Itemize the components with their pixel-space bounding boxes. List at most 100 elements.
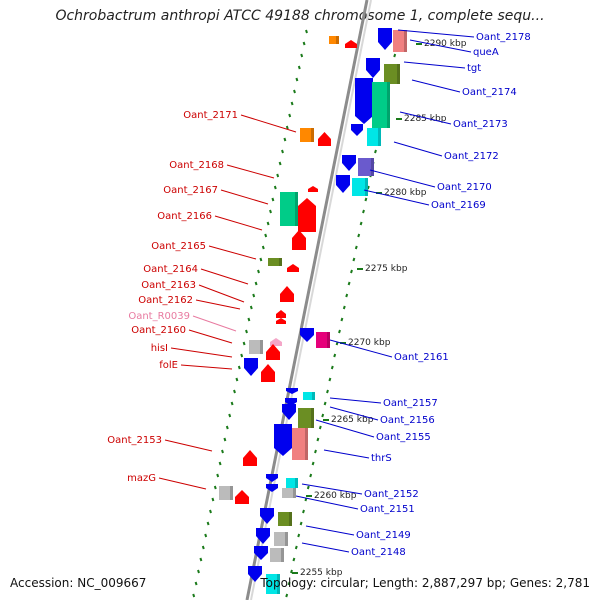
tick-mark bbox=[266, 221, 270, 226]
tick-mark bbox=[362, 209, 365, 214]
leader-line bbox=[188, 329, 233, 344]
tick-mark bbox=[201, 545, 205, 550]
gene-body bbox=[366, 58, 380, 78]
leader-line bbox=[315, 419, 375, 438]
gene-body bbox=[276, 318, 286, 324]
tick-mark bbox=[211, 497, 215, 502]
gene-body bbox=[276, 310, 286, 318]
gene-feature bbox=[280, 192, 298, 226]
gene-feature bbox=[336, 175, 350, 193]
gene-shade bbox=[295, 478, 298, 488]
gene-feature bbox=[249, 340, 263, 354]
gene-label-left: Oant_2162 bbox=[138, 295, 193, 306]
tick-mark bbox=[240, 353, 244, 358]
tick-mark bbox=[257, 269, 260, 274]
tick-mark bbox=[297, 533, 301, 538]
kbp-marker-label: 2265 kbp bbox=[331, 415, 374, 425]
left-label-group: Oant_2171 Oant_2168 Oant_2167 Oant_2166 Oant… bbox=[107, 110, 297, 490]
tick-mark bbox=[252, 293, 256, 298]
gene-body bbox=[266, 344, 280, 360]
gene-body bbox=[282, 404, 296, 420]
kbp-marker-label: 2270 kbp bbox=[348, 338, 391, 348]
tick-mark bbox=[206, 521, 210, 526]
leader-line bbox=[226, 164, 275, 179]
gene-body bbox=[266, 484, 278, 492]
gene-body bbox=[280, 286, 294, 302]
gene-feature bbox=[316, 332, 330, 348]
gene-feature bbox=[219, 486, 233, 500]
gene-feature bbox=[355, 78, 373, 124]
gene-shade bbox=[312, 392, 315, 400]
gene-feature bbox=[292, 428, 308, 460]
gene-label-right: Oant_2161 bbox=[394, 352, 449, 363]
tick-mark bbox=[225, 425, 229, 430]
gene-body bbox=[249, 340, 263, 354]
gene-feature bbox=[286, 478, 298, 488]
leader-line bbox=[369, 169, 436, 188]
tick-mark bbox=[204, 533, 208, 538]
gene-label-right: Oant_2178 bbox=[476, 32, 531, 43]
gene-body bbox=[316, 332, 330, 348]
tick-mark bbox=[209, 509, 212, 514]
gene-label-left: Oant_2163 bbox=[141, 280, 196, 291]
gene-body bbox=[261, 364, 275, 382]
gene-body bbox=[274, 424, 292, 456]
leader-line bbox=[192, 315, 237, 332]
gene-body bbox=[318, 132, 331, 146]
gene-body bbox=[243, 450, 257, 466]
gene-label-left: Oant_2167 bbox=[163, 185, 218, 196]
tick-mark bbox=[273, 185, 277, 190]
gene-feature bbox=[298, 198, 316, 232]
tick-mark bbox=[342, 305, 346, 310]
kbp-marker-group: 2290 kbp 2285 kbp 2280 kbp 2275 kbp 2270 kbp… bbox=[292, 39, 467, 578]
gene-body bbox=[342, 155, 356, 171]
gene-body bbox=[393, 30, 407, 52]
tick-mark bbox=[271, 197, 275, 202]
leader-line bbox=[214, 215, 263, 231]
tick-mark bbox=[228, 413, 232, 418]
gene-feature bbox=[266, 484, 278, 492]
gene-label-left: Oant_2171 bbox=[183, 110, 238, 121]
tick-mark bbox=[295, 77, 299, 82]
gene-label-left: Oant_2160 bbox=[131, 325, 186, 336]
gene-shade bbox=[371, 158, 374, 176]
tick-mark bbox=[221, 449, 224, 454]
tick-mark bbox=[264, 233, 268, 238]
gene-feature bbox=[384, 64, 400, 84]
gene-feature bbox=[260, 508, 274, 524]
gene-feature bbox=[345, 40, 357, 48]
tick-mark bbox=[314, 449, 317, 454]
gene-label-right: Oant_2169 bbox=[431, 200, 486, 211]
gene-body bbox=[219, 486, 233, 500]
tick-mark bbox=[223, 437, 227, 442]
gene-shade bbox=[289, 512, 292, 526]
leader-line bbox=[295, 495, 359, 510]
gene-body bbox=[274, 532, 288, 546]
gene-group bbox=[219, 28, 407, 594]
gene-label-right: Oant_2155 bbox=[376, 432, 431, 443]
gene-feature bbox=[351, 124, 363, 136]
leader-line bbox=[220, 189, 269, 205]
leader-line bbox=[200, 268, 249, 285]
backbone-highlight bbox=[250, 0, 372, 600]
backbone-group bbox=[245, 0, 372, 600]
gene-feature bbox=[266, 474, 278, 482]
kbp-marker-label: 2290 kbp bbox=[424, 39, 467, 49]
tick-mark bbox=[305, 29, 308, 34]
tick-mark bbox=[347, 281, 351, 286]
gene-body bbox=[358, 158, 374, 176]
gene-body bbox=[266, 574, 280, 594]
leader-line bbox=[301, 542, 350, 553]
gene-label-right: Oant_2172 bbox=[444, 151, 499, 162]
tick-mark bbox=[281, 149, 284, 154]
tick-mark bbox=[230, 401, 234, 406]
gene-shade bbox=[305, 428, 308, 460]
leader-line bbox=[411, 79, 461, 93]
gene-label-right: Oant_2152 bbox=[364, 489, 419, 500]
gene-label-right: thrS bbox=[371, 453, 392, 464]
leader-line bbox=[323, 449, 370, 459]
gene-feature bbox=[298, 408, 314, 428]
gene-feature bbox=[276, 310, 286, 318]
gene-label-right: tgt bbox=[467, 63, 481, 74]
tick-mark bbox=[302, 509, 305, 514]
